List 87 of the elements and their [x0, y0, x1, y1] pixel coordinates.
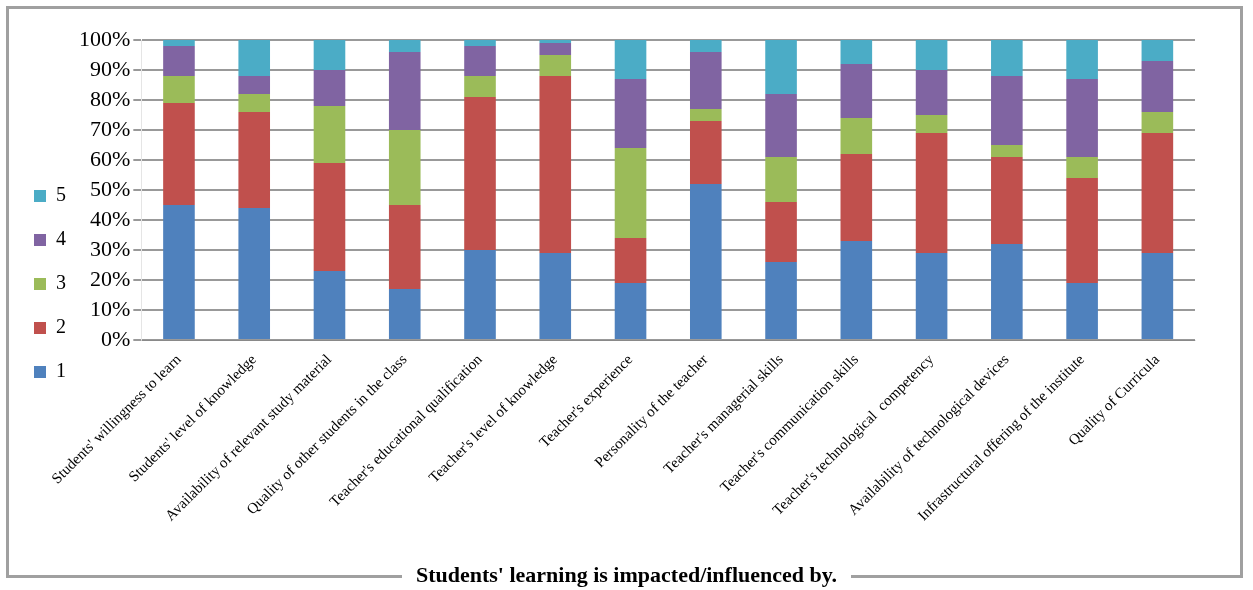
bar: [313, 40, 346, 71]
bar: [765, 94, 797, 158]
bar: [1066, 283, 1098, 340]
bar: [539, 55, 572, 77]
bar: [464, 40, 496, 46]
bar: [238, 94, 271, 113]
bar: [238, 40, 271, 77]
bar: [539, 76, 572, 254]
bar: [163, 76, 195, 104]
bar: [840, 118, 873, 155]
legend-label: 4: [56, 227, 66, 250]
bar: [388, 289, 421, 340]
y-tick-label: 100%: [79, 25, 131, 51]
bar: [464, 46, 496, 77]
bar: [1066, 178, 1098, 284]
bar: [539, 40, 572, 43]
y-tick-label: 80%: [90, 85, 131, 111]
y-tick-label: 20%: [90, 265, 131, 291]
legend-label: 2: [56, 315, 66, 338]
bar: [388, 40, 421, 52]
bar: [1066, 157, 1098, 179]
y-tick-label: 40%: [90, 205, 131, 231]
bar: [689, 52, 722, 110]
bar: [1066, 40, 1098, 80]
bar: [991, 157, 1023, 245]
y-tick-label: 60%: [90, 145, 131, 171]
bar: [238, 76, 271, 95]
bar: [238, 112, 271, 209]
bar: [689, 109, 722, 122]
bar: [915, 115, 948, 134]
bar: [765, 202, 797, 263]
text: Students' learning is impacted/influenced by.: [401, 562, 852, 587]
bar: [840, 40, 873, 65]
bar: [915, 253, 948, 340]
bar: [313, 70, 346, 107]
bar: [238, 208, 271, 340]
bar: [991, 244, 1023, 340]
bar: [915, 70, 948, 116]
bar: [313, 163, 346, 272]
bar: [388, 130, 421, 206]
bar: [915, 40, 948, 71]
bar: [464, 97, 496, 251]
bar: [614, 79, 647, 149]
bar: [464, 250, 496, 340]
bar: [539, 43, 572, 55]
bar: [614, 238, 647, 284]
legend-label: 3: [56, 271, 66, 294]
bar: [614, 148, 647, 239]
bar: [614, 40, 647, 80]
bar: [163, 46, 195, 77]
y-tick-label: 70%: [90, 115, 131, 141]
bar: [765, 157, 797, 203]
bar: [765, 262, 797, 340]
bar: [765, 40, 797, 95]
bar: [388, 52, 421, 131]
bar: [915, 133, 948, 254]
y-tick-label: 30%: [90, 235, 131, 261]
bar: [1066, 79, 1098, 158]
legend-label: 5: [56, 183, 66, 206]
bar: [1141, 61, 1174, 113]
y-tick-label: 50%: [90, 175, 131, 201]
bar: [1141, 253, 1174, 340]
bar: [840, 154, 873, 242]
bar: [689, 40, 722, 52]
bar: [614, 283, 647, 340]
bar: [163, 103, 195, 206]
bar: [689, 121, 722, 185]
bar: [1141, 133, 1174, 254]
bar: [464, 76, 496, 98]
bar: [840, 241, 873, 340]
bar: [163, 40, 195, 46]
bar: [689, 184, 722, 340]
bar: [840, 64, 873, 119]
y-tick-label: 0%: [101, 325, 131, 351]
bar: [991, 145, 1023, 158]
bar: [313, 271, 346, 340]
bar: [1141, 40, 1174, 62]
bar: [991, 40, 1023, 77]
bar: [1141, 112, 1174, 134]
bar: [388, 205, 421, 290]
y-tick-label: 90%: [90, 55, 131, 81]
bar: [539, 253, 572, 340]
legend-label: 1: [56, 359, 66, 382]
y-tick-label: 10%: [90, 295, 131, 321]
bar: [991, 76, 1023, 146]
bar: [163, 205, 195, 340]
bar: [313, 106, 346, 164]
